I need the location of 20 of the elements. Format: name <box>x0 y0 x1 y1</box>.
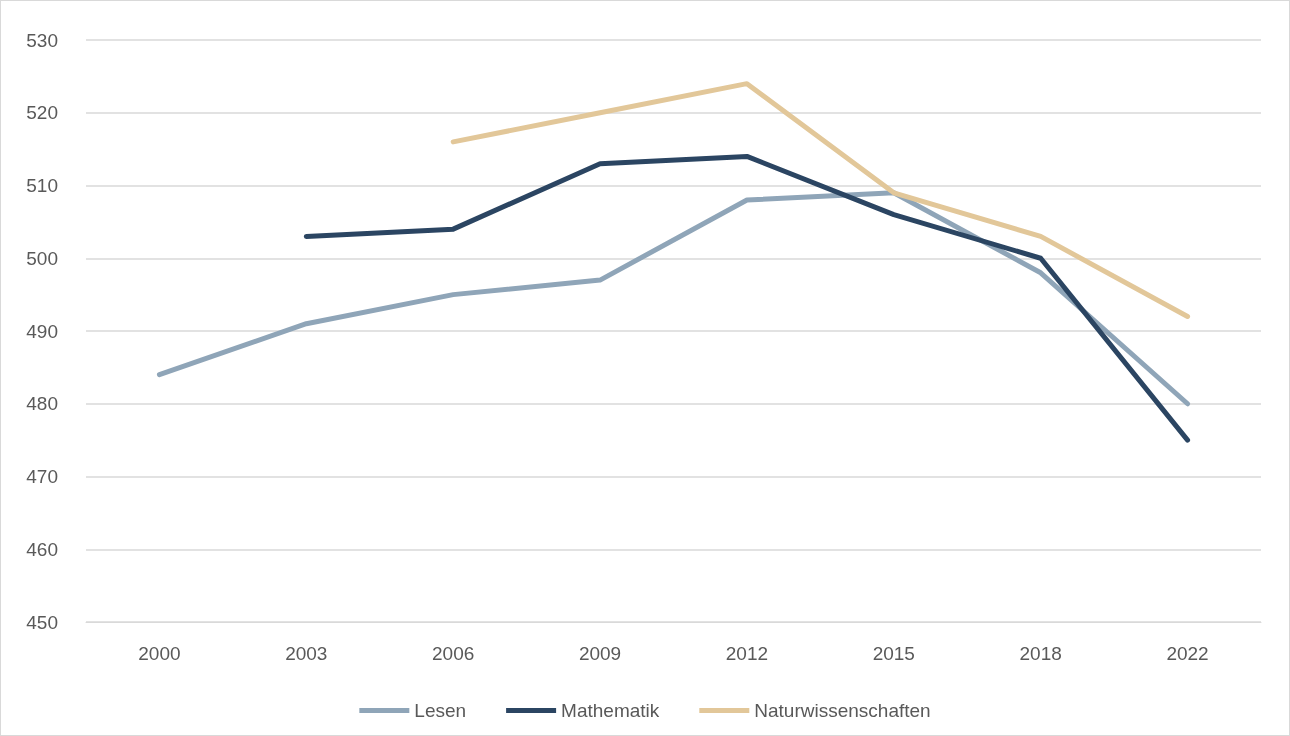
x-tick-label: 2015 <box>872 643 915 664</box>
x-tick-label: 2022 <box>1166 643 1209 664</box>
x-tick-label: 2003 <box>285 643 328 664</box>
y-tick-label: 490 <box>26 320 58 342</box>
y-tick-label: 460 <box>26 538 58 560</box>
y-tick-label: 470 <box>26 466 58 487</box>
y-tick-label: 510 <box>26 175 58 196</box>
x-tick-label: 2000 <box>138 643 181 664</box>
x-tick-label: 2006 <box>432 643 475 664</box>
y-tick-label: 530 <box>26 29 58 51</box>
legend-label: Lesen <box>414 700 467 721</box>
y-tick-label: 480 <box>26 393 58 415</box>
y-tick-label: 520 <box>26 102 58 124</box>
y-tick-label: 450 <box>26 611 58 633</box>
x-tick-label: 2009 <box>578 643 622 664</box>
legend-label: Naturwissenschaften <box>754 700 931 721</box>
x-tick-label: 2012 <box>725 643 769 664</box>
legend-label: Mathematik <box>561 700 660 721</box>
x-tick-label: 2018 <box>1019 643 1062 664</box>
y-tick-label: 500 <box>26 247 58 269</box>
